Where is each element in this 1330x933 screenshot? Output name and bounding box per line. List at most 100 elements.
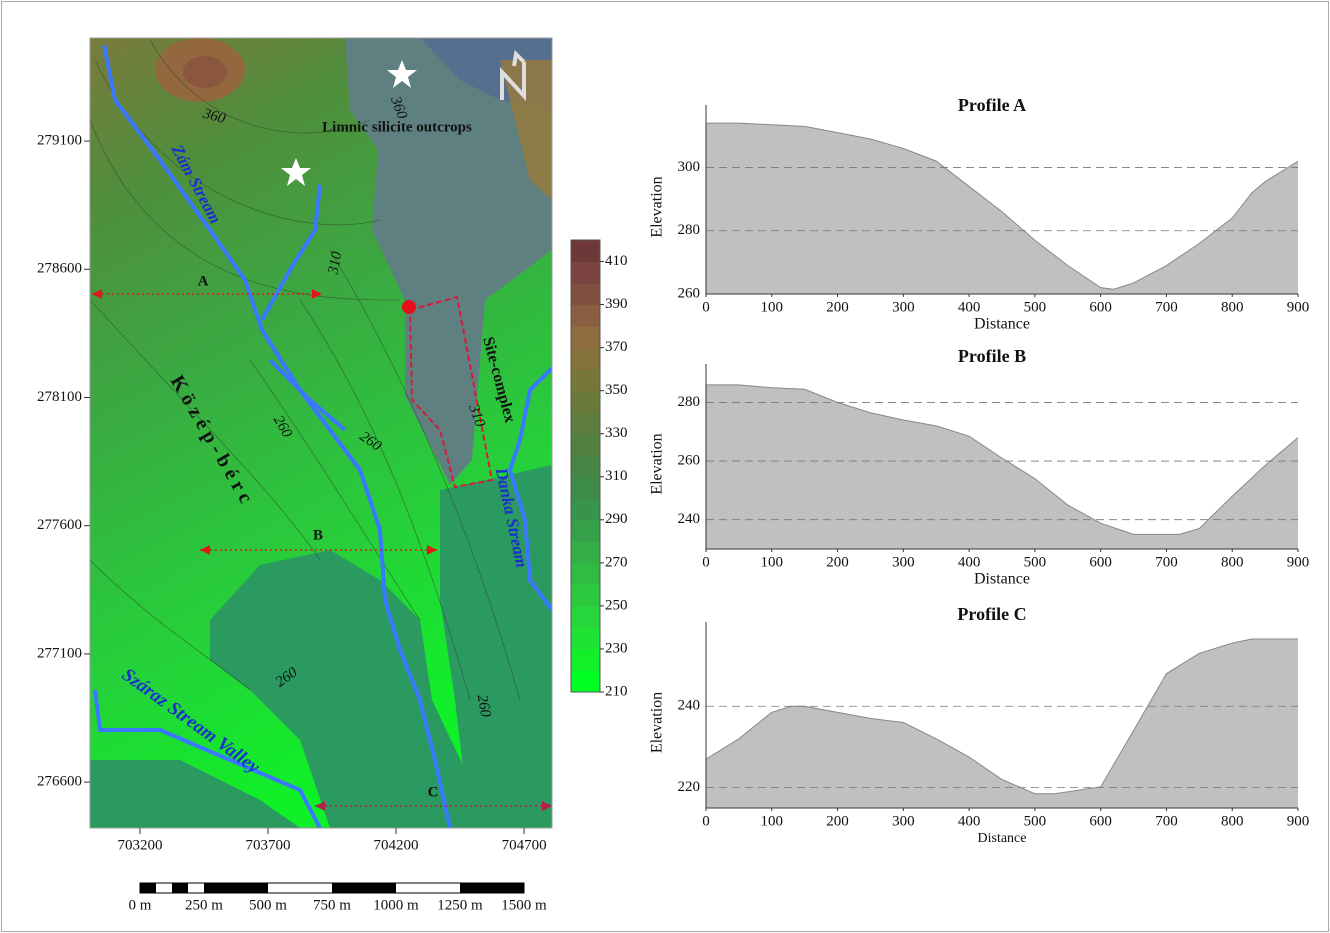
x-tick-label: 0 bbox=[702, 813, 710, 829]
colorbar-band bbox=[571, 541, 600, 563]
area-fill bbox=[706, 385, 1298, 549]
scale-label: 1000 m bbox=[373, 897, 419, 913]
profile-line-label: C bbox=[428, 784, 439, 800]
y-tick-label: 220 bbox=[678, 779, 701, 795]
y-tick-label: 240 bbox=[678, 511, 701, 527]
hilltop bbox=[183, 56, 227, 88]
x-tick-label: 700 bbox=[1155, 554, 1178, 570]
map-annotation: Limnic silicite outcrops bbox=[322, 119, 472, 135]
x-axis-label: Distance bbox=[974, 571, 1030, 588]
x-tick-label: 600 bbox=[1089, 813, 1112, 829]
colorbar-label: 210 bbox=[605, 683, 628, 699]
y-tick-label: 260 bbox=[678, 285, 701, 301]
colorbar-band bbox=[571, 584, 600, 606]
y-tick-label: 280 bbox=[678, 222, 701, 238]
colorbar-band bbox=[571, 240, 600, 262]
x-tick-label: 700 bbox=[1155, 299, 1178, 315]
x-tick-label: 703700 bbox=[245, 837, 290, 853]
colorbar-band bbox=[571, 305, 600, 327]
colorbar-band bbox=[571, 498, 600, 520]
y-tick-label: 278600 bbox=[37, 261, 82, 277]
colorbar-label: 390 bbox=[605, 296, 628, 312]
colorbar-band bbox=[571, 455, 600, 477]
scale-label: 750 m bbox=[313, 897, 351, 913]
colorbar-label: 410 bbox=[605, 253, 628, 269]
y-axis-label: Elevation bbox=[649, 692, 666, 753]
x-tick-label: 700 bbox=[1155, 813, 1178, 829]
colorbar-label: 350 bbox=[605, 382, 628, 398]
x-tick-label: 800 bbox=[1221, 299, 1244, 315]
colorbar-band bbox=[571, 348, 600, 370]
scale-label: 250 m bbox=[185, 897, 223, 913]
colorbar-label: 290 bbox=[605, 511, 628, 527]
colorbar-band bbox=[571, 369, 600, 391]
colorbar-band bbox=[571, 326, 600, 348]
x-tick-label: 400 bbox=[958, 299, 981, 315]
x-tick-label: 703200 bbox=[117, 837, 162, 853]
profile-line-label: A bbox=[198, 273, 209, 289]
chart-title: Profile B bbox=[958, 346, 1026, 366]
x-tick-label: 800 bbox=[1221, 813, 1244, 829]
colorbar-band bbox=[571, 477, 600, 499]
colorbar-band bbox=[571, 283, 600, 305]
x-tick-label: 200 bbox=[826, 813, 849, 829]
y-tick-label: 277600 bbox=[37, 517, 82, 533]
y-tick-label: 278100 bbox=[37, 389, 82, 405]
scale-label: 500 m bbox=[249, 897, 287, 913]
x-tick-label: 900 bbox=[1287, 299, 1310, 315]
scale-label: 1500 m bbox=[501, 897, 547, 913]
y-tick-label: 240 bbox=[678, 698, 701, 714]
x-tick-label: 400 bbox=[958, 554, 981, 570]
site-point bbox=[402, 300, 416, 314]
scale-label: 1250 m bbox=[437, 897, 483, 913]
y-tick-label: 280 bbox=[678, 394, 701, 410]
colorbar-band bbox=[571, 520, 600, 542]
colorbar-label: 370 bbox=[605, 339, 628, 355]
x-tick-label: 300 bbox=[892, 299, 915, 315]
colorbar-label: 270 bbox=[605, 554, 628, 570]
colorbar-label: 230 bbox=[605, 640, 628, 656]
chart-title: Profile C bbox=[957, 604, 1026, 624]
x-tick-label: 100 bbox=[761, 813, 784, 829]
y-tick-label: 277100 bbox=[37, 645, 82, 661]
colorbar-band bbox=[571, 649, 600, 671]
profile-line-label: B bbox=[313, 527, 323, 543]
x-tick-label: 704700 bbox=[502, 837, 547, 853]
y-axis-label: Elevation bbox=[649, 176, 666, 237]
x-tick-label: 800 bbox=[1221, 554, 1244, 570]
colorbar-band bbox=[571, 434, 600, 456]
x-tick-label: 600 bbox=[1089, 299, 1112, 315]
colorbar-band bbox=[571, 563, 600, 585]
x-tick-label: 0 bbox=[702, 299, 710, 315]
y-tick-label: 279100 bbox=[37, 133, 82, 149]
page: 0 m 250 m 500 m 750 m 1000 m 1250 m 1500 m 703… bbox=[0, 0, 1330, 933]
x-tick-label: 100 bbox=[761, 299, 784, 315]
colorbar-label: 310 bbox=[605, 468, 628, 484]
y-tick-label: 276600 bbox=[37, 774, 82, 790]
colorbar-band bbox=[571, 627, 600, 649]
figure: 0 m 250 m 500 m 750 m 1000 m 1250 m 1500 m 703… bbox=[0, 0, 1330, 933]
x-tick-label: 600 bbox=[1089, 554, 1112, 570]
colorbar-label: 330 bbox=[605, 425, 628, 441]
scale-label: 0 m bbox=[129, 897, 152, 913]
colorbar-band bbox=[571, 412, 600, 434]
x-axis-label: Distance bbox=[974, 316, 1030, 333]
colorbar-band bbox=[571, 391, 600, 413]
scale-bar: 0 m 250 m 500 m 750 m 1000 m 1250 m 1500 m bbox=[129, 883, 548, 913]
colorbar-band bbox=[571, 606, 600, 628]
x-tick-label: 500 bbox=[1024, 554, 1047, 570]
y-tick-label: 260 bbox=[678, 453, 701, 469]
x-tick-label: 200 bbox=[826, 554, 849, 570]
x-axis-label: Distance bbox=[978, 831, 1027, 846]
y-tick-label: 300 bbox=[678, 159, 701, 175]
y-axis-label: Elevation bbox=[649, 433, 666, 494]
area-fill bbox=[706, 639, 1298, 808]
x-tick-label: 500 bbox=[1024, 299, 1047, 315]
x-tick-label: 400 bbox=[958, 813, 981, 829]
x-tick-label: 300 bbox=[892, 554, 915, 570]
x-tick-label: 200 bbox=[826, 299, 849, 315]
colorbar-band bbox=[571, 670, 600, 692]
x-tick-label: 704200 bbox=[374, 837, 419, 853]
x-tick-label: 900 bbox=[1287, 554, 1310, 570]
x-tick-label: 300 bbox=[892, 813, 915, 829]
